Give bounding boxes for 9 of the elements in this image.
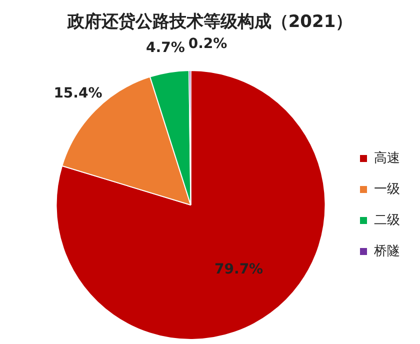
chart-title: 政府还贷公路技术等级构成（2021） xyxy=(66,11,354,34)
legend-label: 一级 xyxy=(374,182,400,197)
data-label: 4.7% xyxy=(146,40,185,56)
data-label: 0.2% xyxy=(188,36,228,52)
legend-label: 桥隧 xyxy=(373,244,400,259)
legend-label: 二级 xyxy=(374,212,400,228)
legend-label: 高速 xyxy=(374,150,400,166)
data-label: 79.7% xyxy=(214,261,264,278)
data-label: 15.4% xyxy=(54,85,102,102)
